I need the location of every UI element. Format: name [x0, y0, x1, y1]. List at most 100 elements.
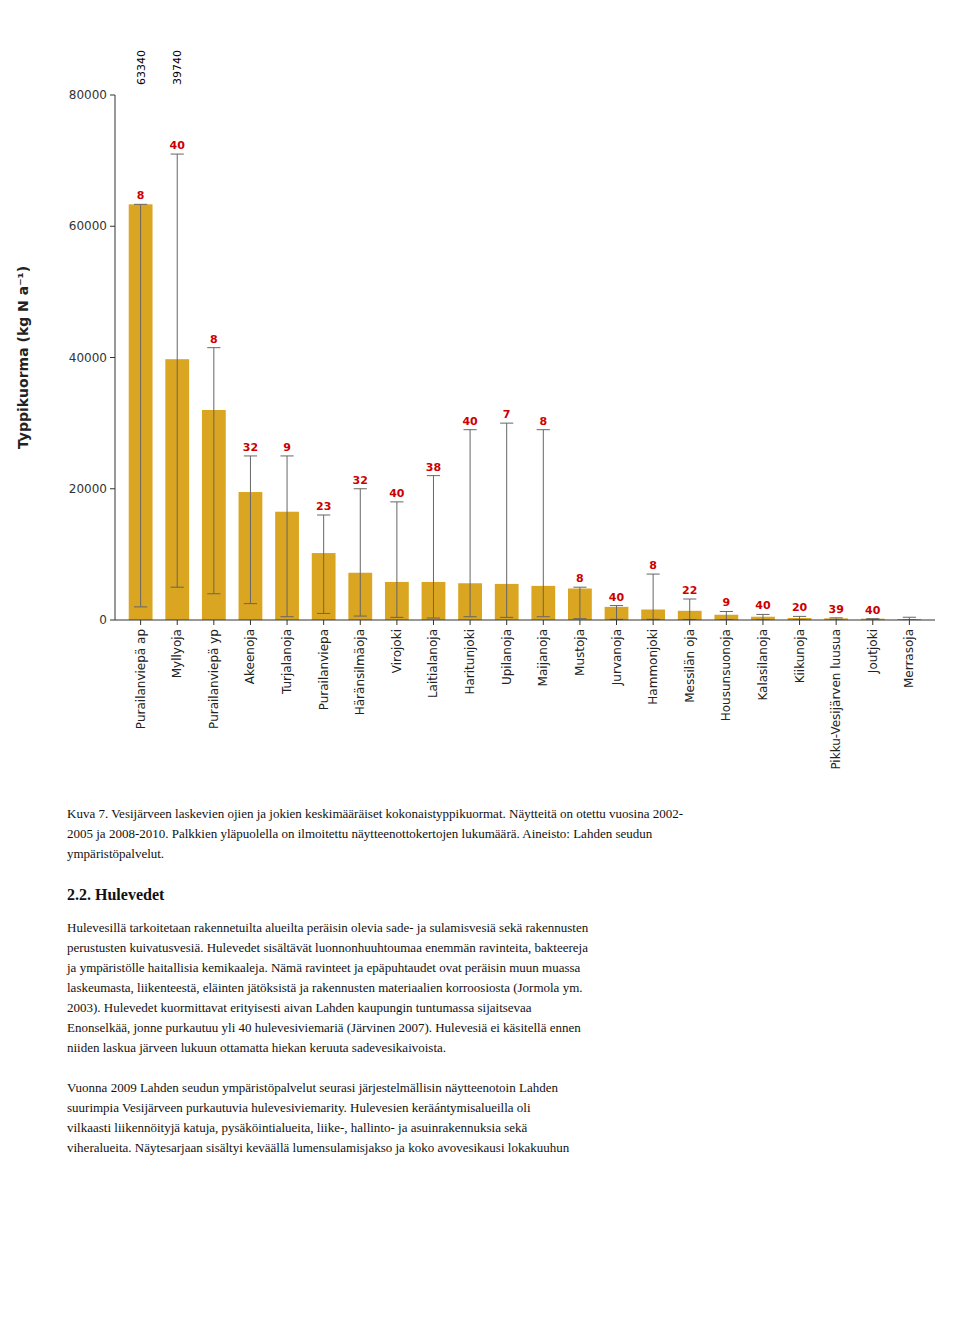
- x-tick: [433, 620, 434, 625]
- y-axis-line: [115, 95, 116, 620]
- error-whisker: [616, 606, 617, 620]
- marks: [129, 154, 922, 620]
- error-cap-high: [537, 429, 550, 430]
- caption-line: Kuva 7. Vesijärveen laskevien ojien ja j…: [67, 806, 683, 821]
- sample-count: 32: [243, 441, 258, 454]
- error-whisker: [579, 587, 580, 619]
- error-bar: [573, 587, 586, 619]
- x-tick-label: Myllyoja: [170, 629, 184, 678]
- sample-count: 22: [682, 584, 697, 597]
- x-tick-label: Housunsuonoja: [719, 629, 733, 721]
- x-tick-label: Merrasoja: [902, 629, 916, 688]
- body-line: suurimpia Vesijärveen purkautuvia huleve…: [67, 1100, 531, 1115]
- error-bar: [244, 456, 257, 604]
- error-cap-low: [427, 618, 440, 619]
- body-line: 2003). Hulevedet kuormittavat erityisest…: [67, 1000, 532, 1015]
- sample-count: 8: [539, 415, 547, 428]
- x-tick-label: Kalasilanoja: [756, 629, 770, 701]
- error-cap-high: [390, 501, 403, 502]
- x-tick: [909, 620, 910, 625]
- error-cap-high: [573, 587, 586, 588]
- error-whisker: [799, 616, 800, 620]
- error-cap-high: [830, 617, 843, 618]
- x-tick: [726, 620, 727, 625]
- error-whisker: [726, 611, 727, 619]
- sample-count: 8: [576, 572, 584, 585]
- sample-count: 9: [723, 596, 731, 609]
- x-tick: [396, 620, 397, 625]
- x-tick-label: Turjalanoja: [280, 629, 294, 695]
- sample-count: 38: [426, 461, 441, 474]
- error-cap-high: [500, 423, 513, 424]
- caption-line: 2005 ja 2008-2010. Palkkien yläpuolella …: [67, 826, 653, 841]
- error-cap-high: [464, 429, 477, 430]
- sample-count: 40: [389, 487, 405, 500]
- error-whisker: [762, 614, 763, 619]
- error-bar: [683, 599, 696, 619]
- y-tick: [110, 620, 115, 621]
- error-bar: [134, 204, 147, 607]
- error-whisker: [506, 423, 507, 617]
- chart: 020000400006000080000Typpikuorma (kg N a…: [15, 50, 935, 770]
- error-cap-high: [280, 455, 293, 456]
- error-bar: [171, 154, 184, 587]
- body-line: perustusten kuivatusvesiä. Hulevedet sis…: [67, 940, 588, 955]
- body-line: vilkaasti liikennöityjä katuja, pysäköin…: [67, 1120, 528, 1135]
- error-bar: [280, 456, 293, 617]
- x-tick-label: Laitialanoja: [426, 629, 440, 698]
- error-cap-low: [134, 606, 147, 607]
- x-tick-label: Purailanviepä yp: [207, 629, 221, 729]
- y-tick-label: 40000: [69, 351, 107, 365]
- error-whisker: [396, 502, 397, 618]
- error-bar: [390, 502, 403, 618]
- x-tick: [616, 620, 617, 625]
- error-bar: [610, 606, 623, 620]
- body-line: Vuonna 2009 Lahden seudun ympäristöpalve…: [67, 1080, 558, 1095]
- x-tick-label: Häränsilmäoja: [353, 629, 367, 715]
- error-cap-low: [207, 593, 220, 594]
- annotation: 39740: [171, 50, 184, 85]
- error-whisker: [689, 599, 690, 619]
- x-tick: [506, 620, 507, 625]
- error-cap-low: [354, 616, 367, 617]
- error-cap-high: [866, 618, 879, 619]
- error-cap-high: [683, 599, 696, 600]
- x-axis-line: [115, 620, 935, 621]
- y-tick-label: 20000: [69, 482, 107, 496]
- error-bar: [793, 616, 806, 620]
- error-cap-low: [317, 613, 330, 614]
- error-cap-low: [500, 617, 513, 618]
- error-whisker: [250, 456, 251, 604]
- sample-count: 40: [865, 604, 881, 617]
- y-tick-label: 0: [99, 613, 107, 627]
- body-line: ja ympäristölle haitallisia kemikaaleja.…: [66, 960, 581, 975]
- x-tick-label: Maijanoja: [536, 629, 550, 686]
- x-tick-label: Kiikunoja: [793, 629, 807, 683]
- body-line: Hulevesillä tarkoitetaan rakennetuilta a…: [67, 920, 589, 935]
- error-cap-high: [647, 574, 660, 575]
- x-tick: [250, 620, 251, 625]
- x-tick-label: Jurvanoja: [610, 629, 624, 686]
- error-cap-high: [207, 347, 220, 348]
- y-tick-label: 80000: [69, 88, 107, 102]
- y-tick-label: 60000: [69, 219, 107, 233]
- y-tick: [110, 488, 115, 489]
- body-line: niiden laskua järveen lukuun ottamatta h…: [67, 1040, 446, 1055]
- error-cap-high: [720, 611, 733, 612]
- error-whisker: [470, 430, 471, 617]
- y-tick: [110, 357, 115, 358]
- x-tick-label: Virojoki: [390, 629, 404, 673]
- x-tick: [470, 620, 471, 625]
- error-cap-high: [610, 605, 623, 606]
- error-bar: [756, 614, 769, 619]
- x-tick-label: Haritunjoki: [463, 629, 477, 695]
- error-cap-high: [317, 515, 330, 516]
- sample-count: 8: [210, 333, 218, 346]
- body-line: viheralueita. Näytesarjaan sisältyi kevä…: [67, 1140, 570, 1155]
- x-tick: [579, 620, 580, 625]
- x-tick: [836, 620, 837, 625]
- x-tick-label: Joutjoki: [866, 629, 880, 674]
- annotation: 63340: [135, 50, 148, 85]
- error-cap-low: [464, 616, 477, 617]
- sample-count: 9: [283, 441, 291, 454]
